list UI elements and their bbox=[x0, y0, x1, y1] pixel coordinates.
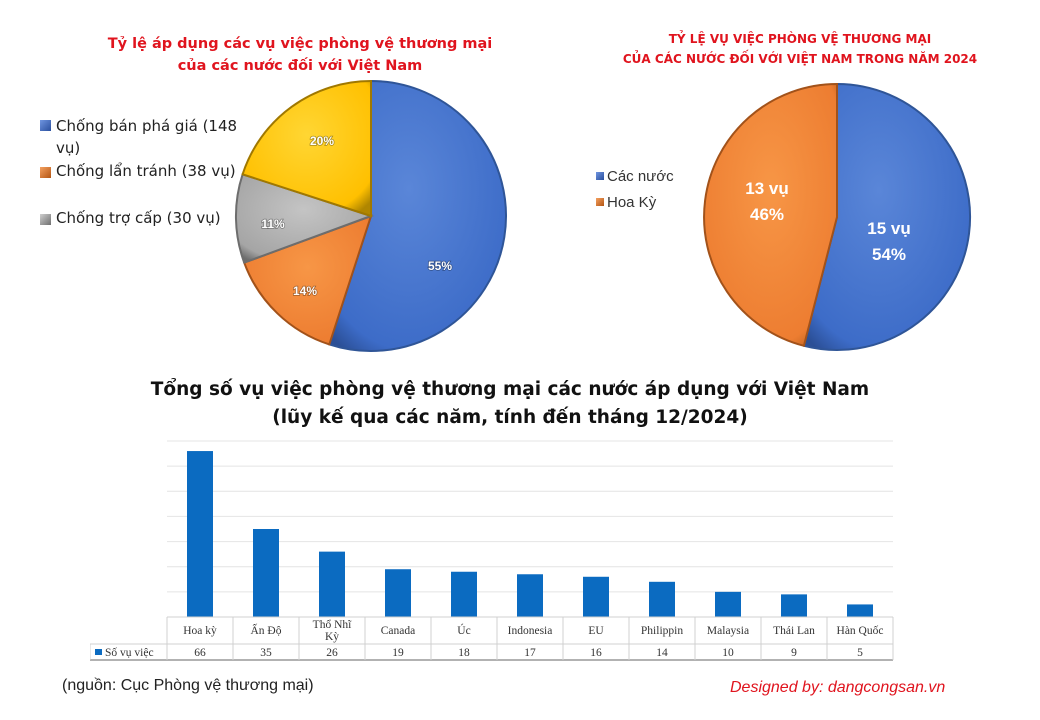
pie1-slice-anti-dumping bbox=[328, 79, 507, 352]
data-value: 66 bbox=[194, 647, 206, 659]
bar-chart: Hoa kỳ 66 Ấn Độ 35 Thổ Nhĩ Kỳ 26 Canada 19 Úc 18 In… bbox=[90, 433, 895, 663]
legend-swatch-blue-icon bbox=[596, 172, 604, 180]
pie2-slice-other-countries bbox=[802, 82, 972, 351]
category-label: Canada bbox=[381, 625, 415, 637]
pie2-slice-usa bbox=[703, 82, 838, 348]
legend-swatch-orange-icon bbox=[40, 167, 51, 178]
legend-item-anti-dumping: Chống bán phá giá (148 vụ) bbox=[40, 115, 237, 159]
data-value: 17 bbox=[524, 647, 536, 659]
legend-label: Hoa Kỳ bbox=[607, 193, 657, 211]
legend-item-anti-circumvention: Chống lẩn tránh (38 vụ) bbox=[40, 162, 236, 180]
bar-chart-subtitle: (lũy kế qua các năm, tính đến tháng 12/2… bbox=[272, 407, 748, 428]
data-value: 9 bbox=[791, 647, 797, 659]
bar-8 bbox=[715, 591, 741, 617]
data-value: 5 bbox=[857, 647, 863, 659]
pie1-label-14: 14% bbox=[293, 284, 317, 298]
pie2-chart: 15 vụ 54% 13 vụ 46% bbox=[703, 82, 972, 351]
bar-6 bbox=[583, 576, 609, 617]
pie1-label-20: 20% bbox=[310, 134, 334, 148]
category-label: EU bbox=[588, 625, 604, 637]
pie1-chart: 55% 14% 11% 20% bbox=[234, 79, 507, 352]
pie1-label-11: 11% bbox=[261, 217, 285, 231]
category-label: Thái Lan bbox=[773, 625, 815, 637]
pie2-title: TỶ LỆ VỤ VIỆC PHÒNG VỆ THƯƠNG MẠI CỦA CÁ… bbox=[590, 29, 1010, 69]
data-value: 26 bbox=[326, 647, 338, 659]
data-value: 19 bbox=[392, 647, 404, 659]
data-value: 35 bbox=[260, 647, 272, 659]
bar-chart-title-line1: Tổng số vụ việc phòng vệ thương mại các … bbox=[150, 379, 870, 400]
category-label: Malaysia bbox=[707, 625, 749, 637]
bar-9 bbox=[781, 594, 807, 617]
legend-item-usa: Hoa Kỳ bbox=[596, 189, 674, 215]
category-label: Thổ Nhĩ bbox=[313, 618, 352, 631]
data-value: 10 bbox=[722, 647, 734, 659]
legend-swatch-blue-icon bbox=[40, 120, 51, 131]
pie2-label-cases-orange: 13 vụ bbox=[745, 179, 788, 198]
bar-10 bbox=[847, 604, 873, 617]
pie2-title-line2: CỦA CÁC NƯỚC ĐỐI VỚI VIỆT NAM TRONG NĂM … bbox=[622, 52, 978, 66]
legend-label-cont: vụ) bbox=[56, 139, 81, 157]
legend-label: Chống bán phá giá (148 bbox=[56, 117, 238, 135]
bar-0 bbox=[187, 451, 213, 617]
data-value: 14 bbox=[656, 647, 668, 659]
pie1-title-line2: của các nước đối với Việt Nam bbox=[177, 58, 423, 74]
legend-label: Chống lẩn tránh (38 vụ) bbox=[56, 162, 236, 180]
category-label: Úc bbox=[457, 623, 470, 637]
pie1-slice-other bbox=[241, 79, 372, 218]
bar-4 bbox=[451, 571, 477, 617]
category-label-cont: Kỳ bbox=[325, 631, 339, 643]
legend-swatch-orange-icon bbox=[596, 198, 604, 206]
pie1-title: Tỷ lệ áp dụng các vụ việc phòng vệ thươn… bbox=[90, 33, 510, 77]
pie1-slice-anti-circumvention bbox=[242, 214, 373, 346]
category-label: Ấn Độ bbox=[251, 622, 282, 637]
bar-7 bbox=[649, 581, 675, 617]
pie2-label-cases-blue: 15 vụ bbox=[867, 219, 910, 238]
pie2-label-pct-blue: 54% bbox=[872, 245, 906, 264]
legend-label: Chống trợ cấp (30 vụ) bbox=[56, 209, 221, 227]
legend-swatch-gray-icon bbox=[40, 214, 51, 225]
category-label: Philippin bbox=[641, 625, 683, 637]
pie1-label-55: 55% bbox=[428, 259, 452, 273]
series-legend-label: Số vụ việc bbox=[105, 646, 154, 659]
series-legend-icon bbox=[95, 649, 102, 655]
data-value: 16 bbox=[590, 647, 602, 659]
bar-chart-title: Tổng số vụ việc phòng vệ thương mại các … bbox=[100, 376, 920, 432]
pie2-label-pct-orange: 46% bbox=[750, 205, 784, 224]
legend-item-anti-subsidy: Chống trợ cấp (30 vụ) bbox=[40, 209, 221, 227]
pie2-legend: Các nước Hoa Kỳ bbox=[596, 163, 674, 215]
category-label: Indonesia bbox=[508, 625, 553, 637]
bar-1 bbox=[253, 529, 279, 617]
pie1-title-line1: Tỷ lệ áp dụng các vụ việc phòng vệ thươn… bbox=[107, 36, 493, 52]
designed-by-credit: Designed by: dangcongsan.vn bbox=[730, 679, 946, 696]
source-note: (nguồn: Cục Phòng vệ thương mại) bbox=[62, 677, 314, 694]
pie1-slice-anti-subsidy bbox=[234, 173, 375, 264]
pie2-title-line1: TỶ LỆ VỤ VIỆC PHÒNG VỆ THƯƠNG MẠI bbox=[668, 32, 932, 46]
category-label: Hoa kỳ bbox=[183, 625, 217, 637]
bar-2 bbox=[319, 551, 345, 617]
category-label: Hàn Quốc bbox=[837, 624, 884, 637]
bar-3 bbox=[385, 569, 411, 617]
bar-5 bbox=[517, 574, 543, 617]
data-value: 18 bbox=[458, 647, 470, 659]
legend-item-other-countries: Các nước bbox=[596, 163, 674, 189]
legend-label: Các nước bbox=[607, 167, 674, 185]
